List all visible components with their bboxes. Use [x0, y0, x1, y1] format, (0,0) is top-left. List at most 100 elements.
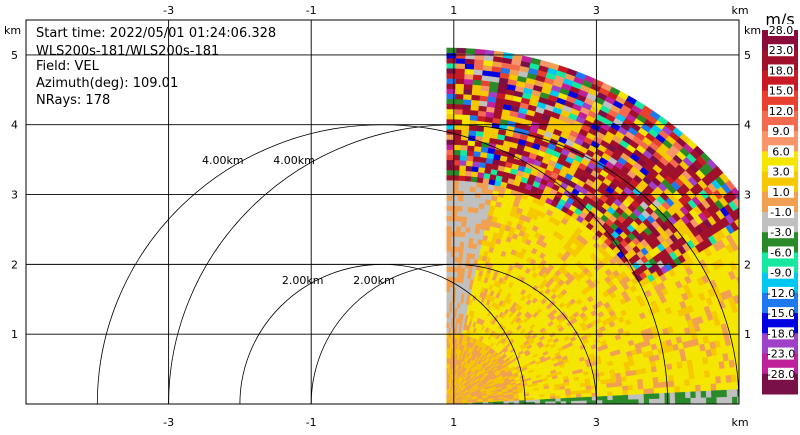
velocity-cell: [659, 392, 665, 399]
velocity-cell: [744, 357, 750, 365]
colorbar-label: -3.0: [770, 226, 791, 239]
velocity-cell: [454, 113, 463, 120]
velocity-cell: [646, 371, 653, 379]
velocity-cell: [740, 365, 746, 373]
velocity-cell: [602, 395, 608, 401]
velocity-cell: [461, 114, 471, 121]
velocity-cell: [446, 271, 451, 278]
velocity-cell: [694, 377, 701, 386]
velocity-cell: [446, 118, 455, 125]
velocity-cell: [446, 164, 454, 171]
velocity-cell: [711, 396, 717, 404]
velocity-cell: [622, 385, 629, 391]
velocity-cell: [755, 355, 761, 364]
x-tick-label-bottom: 3: [593, 416, 600, 429]
velocity-cell: [446, 205, 453, 211]
velocity-cell: [736, 388, 739, 397]
velocity-cell: [751, 364, 757, 372]
velocity-cell: [454, 103, 463, 110]
velocity-cell: [695, 390, 702, 398]
velocity-cell: [446, 241, 452, 247]
velocity-cell: [726, 381, 733, 390]
velocity-cell: [472, 202, 480, 209]
velocity-cell: [720, 382, 728, 391]
velocity-cell: [669, 392, 676, 399]
velocity-cell: [705, 383, 712, 391]
velocity-cell: [586, 396, 593, 401]
velocity-cell: [457, 195, 464, 202]
velocity-cell: [748, 388, 754, 396]
velocity-cell: [721, 396, 728, 404]
y-tick-label-left: 5: [11, 49, 18, 62]
velocity-cell: [752, 218, 761, 229]
velocity-cell: [688, 371, 695, 380]
y-tick-label-right: 1: [744, 328, 751, 341]
velocity-cell: [699, 377, 706, 385]
velocity-cell: [631, 379, 639, 386]
velocity-cell: [607, 395, 614, 401]
velocity-cell: [743, 223, 752, 233]
velocity-cell: [474, 191, 482, 199]
velocity-cell: [473, 197, 481, 204]
velocity-cell: [700, 383, 707, 392]
velocity-cell: [448, 312, 452, 318]
velocity-cell: [466, 145, 475, 152]
velocity-cell: [758, 396, 763, 404]
velocity-cell: [451, 195, 459, 202]
velocity-cell: [451, 200, 458, 207]
velocity-cell: [454, 98, 464, 105]
velocity-cell: [576, 400, 582, 404]
velocity-cell: [471, 166, 479, 173]
velocity-cell: [446, 312, 450, 318]
velocity-cell: [612, 390, 619, 396]
velocity-cell: [465, 48, 476, 55]
velocity-cell: [456, 277, 461, 283]
velocity-cell: [673, 373, 680, 381]
velocity-cell: [446, 235, 452, 242]
velocity-cell: [752, 339, 759, 348]
velocity-cell: [449, 302, 453, 308]
velocity-cell: [648, 398, 655, 404]
velocity-cell: [601, 391, 608, 397]
velocity-cell: [748, 221, 757, 231]
velocity-cell: [738, 217, 739, 220]
velocity-cell: [741, 274, 749, 284]
velocity-cell: [446, 200, 453, 206]
velocity-cell: [446, 215, 452, 222]
x-tick-label-bottom: 1: [450, 416, 457, 429]
velocity-cell: [689, 378, 696, 386]
velocity-cell: [468, 196, 475, 203]
velocity-cell: [795, 395, 800, 404]
velocity-cell: [446, 373, 448, 379]
velocity-cell: [565, 397, 572, 402]
velocity-cell: [459, 236, 465, 243]
velocity-cell: [703, 369, 711, 378]
velocity-cell: [611, 386, 618, 392]
velocity-cell: [616, 385, 623, 392]
colorbar-label: 6.0: [772, 145, 790, 158]
velocity-cell: [738, 358, 739, 360]
velocity-cell: [453, 139, 462, 146]
velocity-cell: [451, 302, 456, 308]
velocity-cell: [448, 317, 452, 323]
velocity-cell: [743, 291, 751, 300]
velocity-cell: [446, 266, 451, 272]
velocity-cell: [453, 144, 461, 151]
velocity-cell: [455, 236, 461, 242]
velocity-cell: [458, 246, 464, 253]
velocity-cell: [602, 399, 608, 404]
velocity-cell: [749, 356, 755, 365]
velocity-cell: [450, 241, 456, 247]
colorbar-label: 3.0: [772, 166, 790, 179]
velocity-cell: [467, 201, 475, 208]
velocity-cell: [750, 314, 757, 323]
velocity-cell: [711, 389, 717, 398]
velocity-cell: [641, 372, 648, 379]
velocity-cell: [464, 63, 475, 70]
velocity-cell: [627, 389, 634, 395]
velocity-cell: [617, 394, 624, 400]
velocity-cell: [653, 387, 660, 394]
velocity-cell: [471, 89, 481, 96]
velocity-cell: [633, 393, 640, 400]
